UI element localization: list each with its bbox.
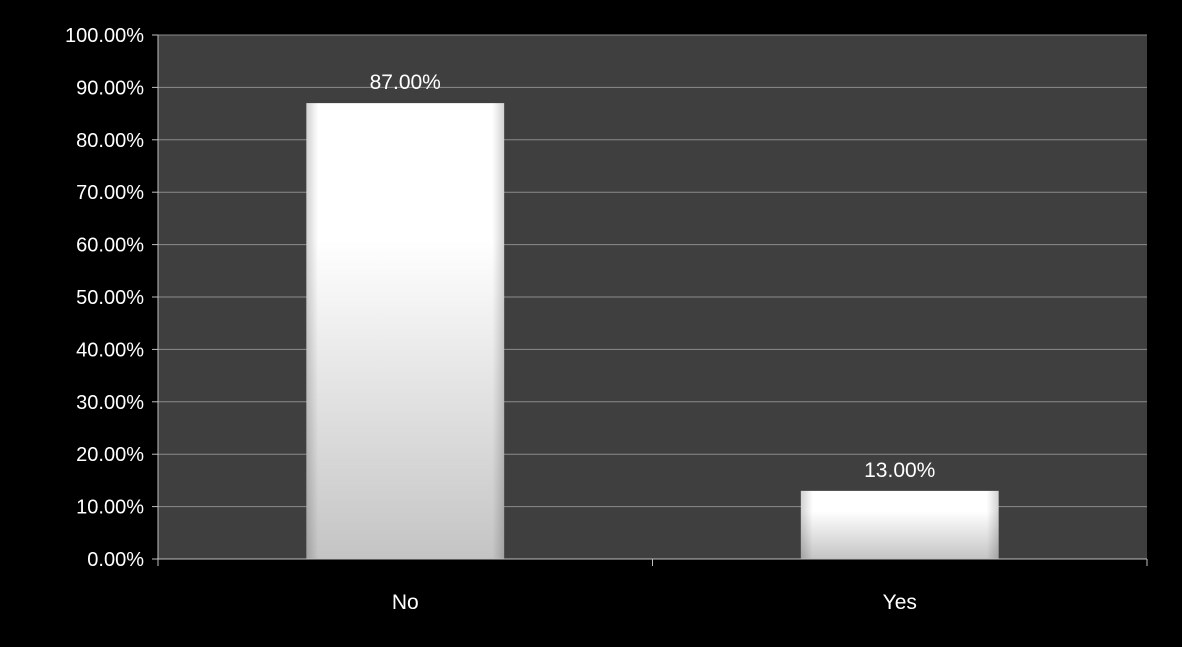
data-label: 13.00% xyxy=(864,459,935,482)
y-tick-label: 70.00% xyxy=(76,182,144,204)
bar-edge-shade xyxy=(801,491,999,559)
y-tick-label: 20.00% xyxy=(76,444,144,466)
data-label: 87.00% xyxy=(370,71,441,94)
y-tick-label: 80.00% xyxy=(76,130,144,152)
y-tick-label: 40.00% xyxy=(76,339,144,361)
y-tick-label: 90.00% xyxy=(76,77,144,99)
y-tick-label: 100.00% xyxy=(65,25,144,47)
y-tick-label: 60.00% xyxy=(76,235,144,257)
x-category-label: Yes xyxy=(883,591,917,614)
y-tick-label: 50.00% xyxy=(76,287,144,309)
y-tick-label: 30.00% xyxy=(76,392,144,414)
y-tick-label: 0.00% xyxy=(87,549,144,571)
y-tick-label: 10.00% xyxy=(76,497,144,519)
x-category-label: No xyxy=(392,591,419,614)
bar-edge-shade xyxy=(306,103,504,559)
